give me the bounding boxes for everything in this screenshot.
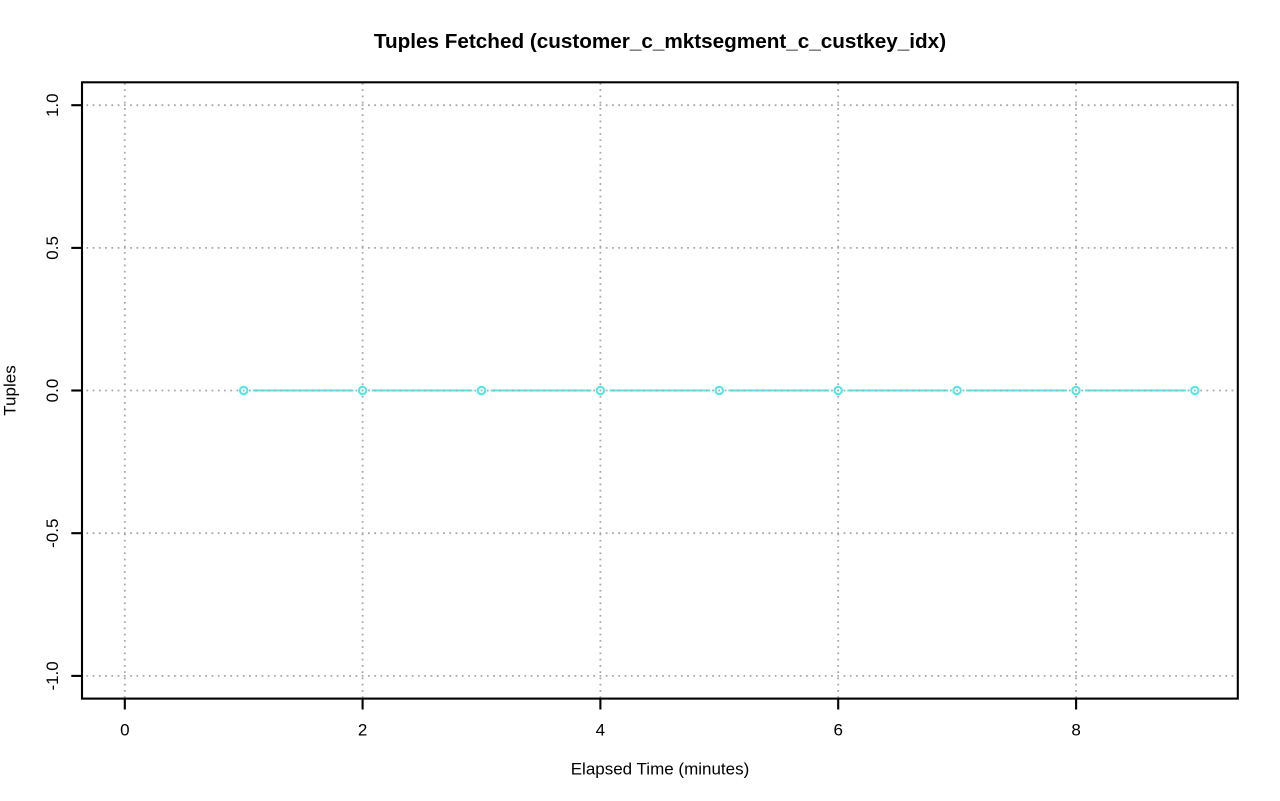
- svg-text:0: 0: [120, 721, 129, 740]
- svg-text:2: 2: [358, 721, 367, 740]
- svg-text:-0.5: -0.5: [43, 519, 62, 548]
- svg-text:-1.0: -1.0: [43, 661, 62, 690]
- svg-text:Elapsed Time (minutes): Elapsed Time (minutes): [571, 760, 750, 779]
- svg-text:1.0: 1.0: [43, 93, 62, 117]
- svg-text:0.5: 0.5: [43, 236, 62, 260]
- svg-text:Tuples Fetched (customer_c_mkt: Tuples Fetched (customer_c_mktsegment_c_…: [374, 30, 946, 53]
- svg-text:0.0: 0.0: [43, 379, 62, 403]
- svg-text:8: 8: [1071, 721, 1080, 740]
- svg-text:4: 4: [596, 721, 605, 740]
- svg-text:Tuples: Tuples: [1, 365, 20, 415]
- svg-text:6: 6: [833, 721, 842, 740]
